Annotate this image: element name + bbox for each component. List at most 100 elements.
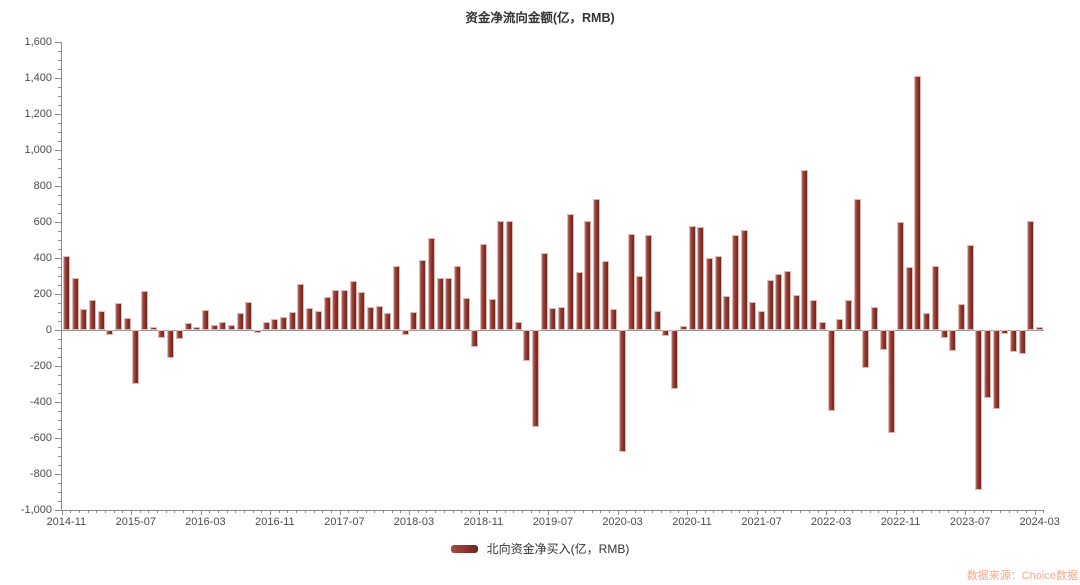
x-major-tick (131, 510, 133, 515)
y-minor-tick (58, 194, 61, 196)
x-minor-tick (791, 510, 793, 513)
y-minor-tick (58, 248, 61, 250)
y-minor-tick (58, 230, 61, 232)
y-major-tick (55, 149, 61, 151)
x-minor-tick (487, 510, 489, 513)
x-tick-label: 2015-07 (115, 516, 157, 528)
bar (288, 312, 296, 330)
y-minor-tick (58, 374, 61, 376)
x-minor-tick (287, 510, 289, 513)
bar (879, 330, 887, 350)
x-minor-tick (869, 510, 871, 513)
bar (836, 318, 844, 330)
y-major-tick (55, 77, 61, 79)
y-major-tick (55, 293, 61, 295)
bar (506, 221, 514, 330)
bar (592, 198, 600, 330)
x-minor-tick (539, 510, 541, 513)
bar (175, 330, 183, 339)
x-minor-tick (157, 510, 159, 513)
bar (306, 308, 314, 330)
x-minor-tick (695, 510, 697, 513)
x-minor-tick (348, 510, 350, 513)
x-tick-label: 2014-11 (46, 516, 87, 528)
x-minor-tick (860, 510, 862, 513)
x-minor-tick (174, 510, 176, 513)
x-minor-tick (417, 510, 419, 513)
x-minor-tick (913, 510, 915, 513)
x-minor-tick (878, 510, 880, 513)
bar (62, 256, 70, 330)
x-tick-label: 2022-03 (810, 516, 852, 528)
x-major-tick (339, 510, 341, 515)
x-minor-tick (426, 510, 428, 513)
x-minor-tick (600, 510, 602, 513)
bar (479, 243, 487, 330)
bar (610, 309, 618, 330)
bar (775, 274, 783, 330)
x-minor-tick (765, 510, 767, 513)
x-minor-tick (87, 510, 89, 513)
x-minor-tick (443, 510, 445, 513)
bar (601, 260, 609, 330)
y-minor-tick (58, 266, 61, 268)
x-minor-tick (1008, 510, 1010, 513)
bar (88, 300, 96, 330)
y-minor-tick (58, 95, 61, 97)
x-minor-tick (947, 510, 949, 513)
bar (549, 308, 557, 330)
x-minor-tick (774, 510, 776, 513)
x-minor-tick (713, 510, 715, 513)
bar (114, 303, 122, 330)
y-tick-label: -400 (29, 395, 52, 408)
x-minor-tick (96, 510, 98, 513)
y-tick-label: 1,200 (24, 107, 52, 120)
y-tick-label: 1,600 (24, 35, 52, 48)
y-minor-tick (58, 455, 61, 457)
x-tick-label: 2016-03 (185, 516, 226, 528)
y-minor-tick (58, 464, 61, 466)
y-major-tick (55, 257, 61, 259)
x-major-tick (270, 510, 272, 515)
bar (445, 278, 453, 330)
x-tick-label: 2024-03 (1019, 516, 1060, 528)
y-major-tick (55, 329, 61, 331)
x-minor-tick (461, 510, 463, 513)
bar (349, 280, 357, 330)
y-tick-label: 1,000 (24, 143, 52, 156)
x-minor-tick (209, 510, 211, 513)
bar (671, 330, 679, 390)
y-minor-tick (58, 302, 61, 304)
bar (193, 326, 201, 330)
x-minor-tick (522, 510, 524, 513)
y-axis-line (61, 42, 62, 510)
bar (123, 318, 131, 330)
x-tick-label: 2016-11 (255, 516, 295, 528)
bar (784, 270, 792, 330)
y-tick-label: 0 (45, 323, 52, 336)
x-minor-tick (591, 510, 593, 513)
y-minor-tick (58, 446, 61, 448)
y-minor-tick (58, 275, 61, 277)
bar (871, 306, 878, 330)
bar (992, 330, 1000, 410)
bar (514, 322, 522, 330)
x-minor-tick (226, 510, 228, 513)
x-minor-tick (183, 510, 185, 513)
y-minor-tick (58, 383, 61, 385)
x-minor-tick (304, 510, 306, 513)
bar (227, 324, 235, 330)
bar (419, 259, 427, 330)
bar (132, 330, 140, 385)
x-minor-tick (843, 510, 845, 513)
x-minor-tick (730, 510, 732, 513)
zero-axis-line (62, 329, 1044, 331)
x-minor-tick (165, 510, 167, 513)
source-note: 数据来源：Choice数据 (966, 570, 1078, 582)
y-minor-tick (58, 284, 61, 286)
x-major-tick (1034, 510, 1036, 515)
x-tick-label: 2020-03 (602, 516, 643, 528)
y-minor-tick (58, 338, 61, 340)
bar (462, 297, 470, 330)
y-minor-tick (58, 356, 61, 358)
